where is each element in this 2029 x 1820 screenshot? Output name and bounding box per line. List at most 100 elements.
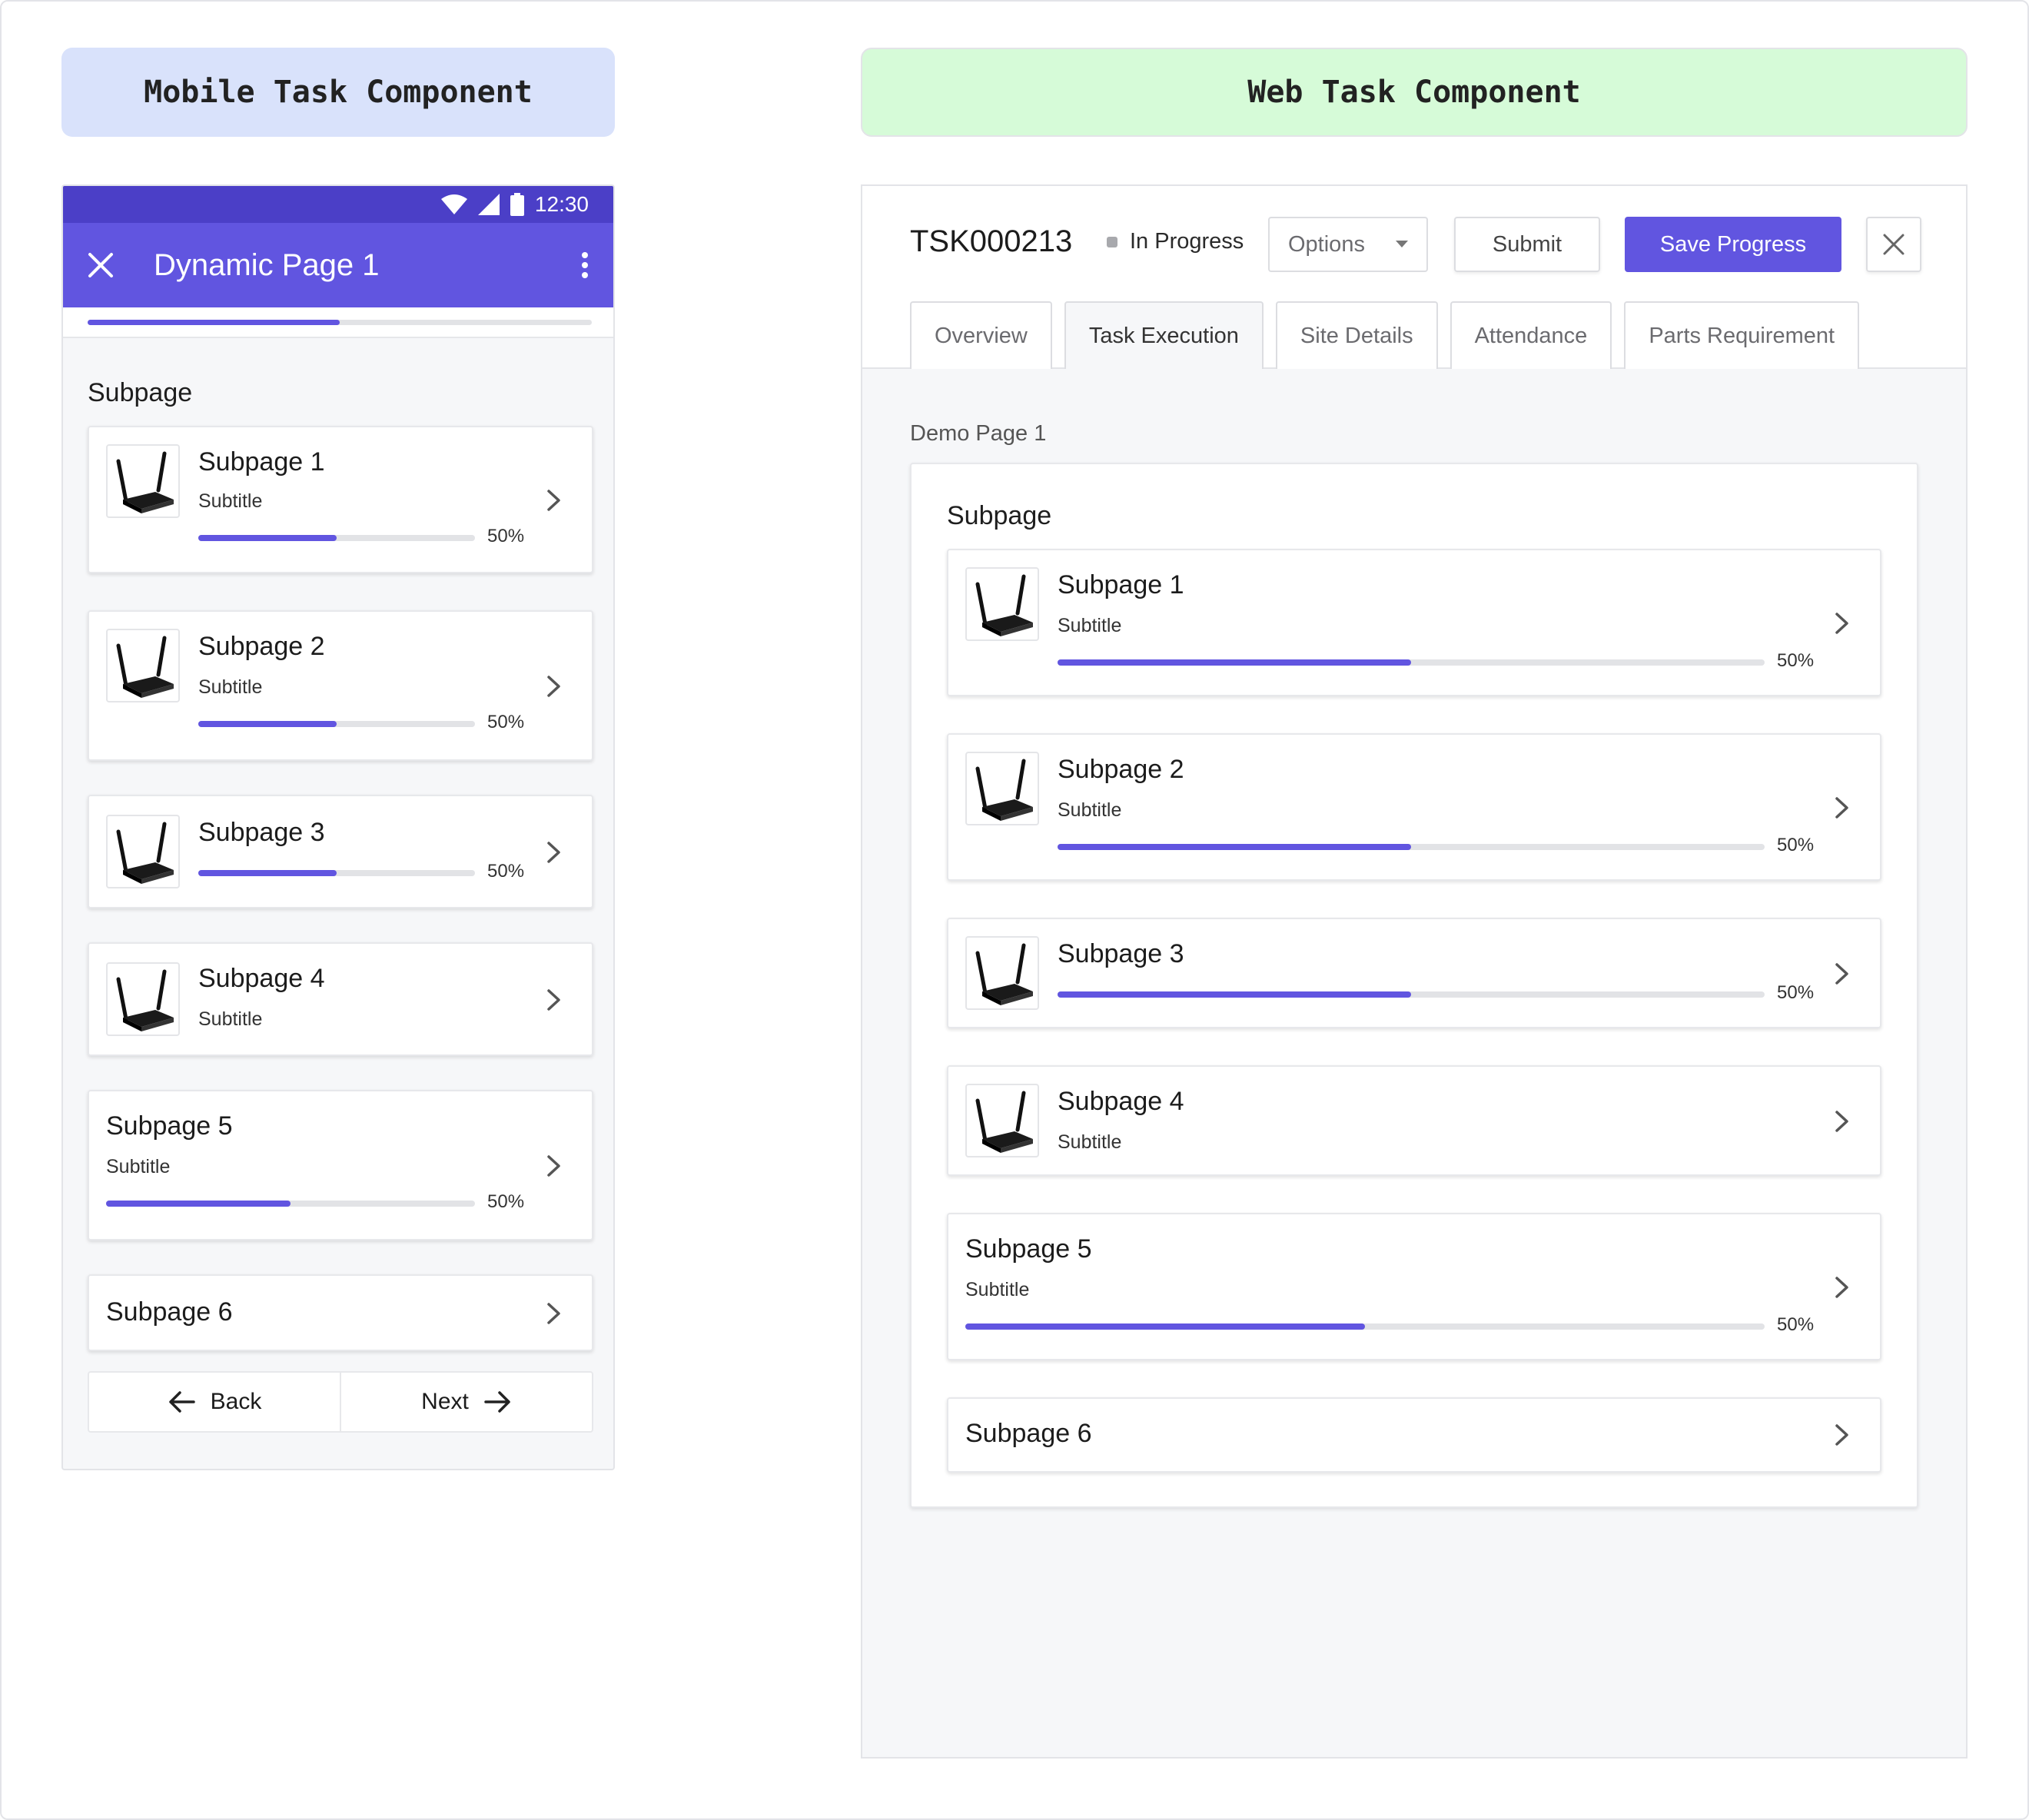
tab-parts-requirement[interactable]: Parts Requirement	[1624, 301, 1860, 369]
page-progress-track	[88, 320, 592, 325]
card-progress-track	[106, 1201, 475, 1207]
web-banner: Web Task Component	[861, 48, 1968, 137]
more-vert-icon[interactable]	[581, 251, 589, 279]
subpage-card[interactable]: Subpage 1 Subtitle 50%	[88, 426, 593, 573]
card-progress-label: 50%	[1777, 650, 1815, 671]
submit-button[interactable]: Submit	[1454, 217, 1600, 272]
subpage-card[interactable]: Subpage 1 Subtitle 50%	[947, 549, 1881, 696]
tab-task-execution[interactable]: Task Execution	[1064, 301, 1264, 369]
card-progress-fill	[1058, 991, 1411, 998]
card-progress-track	[198, 870, 475, 876]
card-progress-fill	[106, 1201, 291, 1207]
card-title: Subpage 1	[1058, 570, 1184, 599]
card-title: Subpage 4	[1058, 1087, 1184, 1116]
subpage-card[interactable]: Subpage 2 Subtitle 50%	[88, 610, 593, 761]
card-subtitle: Subtitle	[1058, 615, 1122, 636]
card-subtitle: Subtitle	[1058, 799, 1122, 821]
card-progress-label: 50%	[487, 1191, 525, 1212]
card-progress-fill	[198, 535, 337, 541]
tab-site-details[interactable]: Site Details	[1275, 301, 1438, 369]
chevron-right-icon	[1835, 613, 1848, 634]
back-button[interactable]: Back	[89, 1373, 340, 1431]
task-id: TSK000213	[910, 224, 1073, 258]
status-time: 12:30	[534, 192, 589, 216]
card-title: Subpage 4	[198, 964, 325, 993]
subpage-card[interactable]: Subpage 3 50%	[947, 918, 1881, 1028]
card-progress-track	[198, 535, 475, 541]
page-navigation: Back Next	[88, 1371, 593, 1433]
chevron-right-icon	[1835, 1277, 1848, 1298]
card-subtitle: Subtitle	[198, 676, 263, 698]
card-subtitle: Subtitle	[198, 1008, 263, 1030]
page-progress-fill	[88, 320, 340, 325]
card-progress-label: 50%	[1777, 1314, 1815, 1335]
subpage-card[interactable]: Subpage 4 Subtitle	[88, 942, 593, 1056]
card-progress-label: 50%	[487, 861, 525, 882]
card-progress-fill	[1058, 844, 1411, 850]
subpage-card[interactable]: Subpage 6	[88, 1274, 593, 1351]
chevron-right-icon	[547, 1155, 560, 1177]
options-dropdown[interactable]: Options	[1268, 217, 1428, 272]
card-progress-track	[1058, 659, 1765, 666]
task-header: TSK000213 In Progress Options Submit Sav…	[862, 186, 1966, 369]
back-label: Back	[210, 1389, 262, 1414]
card-subtitle: Subtitle	[965, 1279, 1030, 1300]
mobile-screen: 12:30 Dynamic Page 1 Subpage Subpage 1 S…	[61, 184, 615, 1470]
status-bar: 12:30	[63, 186, 613, 223]
arrow-left-icon	[168, 1391, 195, 1413]
card-progress-track	[1058, 991, 1765, 998]
card-title: Subpage 6	[965, 1419, 1092, 1448]
card-progress-fill	[198, 870, 337, 876]
save-progress-button[interactable]: Save Progress	[1625, 217, 1841, 272]
subpage-card[interactable]: Subpage 3 50%	[88, 795, 593, 908]
mobile-banner: Mobile Task Component	[61, 48, 615, 137]
close-icon[interactable]	[88, 252, 114, 278]
card-title: Subpage 5	[965, 1234, 1092, 1264]
card-subtitle: Subtitle	[198, 490, 263, 512]
chevron-right-icon	[547, 676, 560, 697]
card-progress-track	[1058, 844, 1765, 850]
router-icon	[965, 752, 1039, 825]
section-title: Subpage	[88, 378, 193, 407]
card-title: Subpage 6	[106, 1297, 233, 1327]
chevron-right-icon	[1835, 1111, 1848, 1132]
card-title: Subpage 2	[198, 632, 325, 661]
page-title: Dynamic Page 1	[154, 247, 380, 282]
card-progress-label: 50%	[487, 712, 525, 732]
tab-attendance[interactable]: Attendance	[1450, 301, 1612, 369]
wifi-icon	[440, 194, 467, 214]
subpage-panel: Subpage Subpage 1 Subtitle 50% Subpage 2…	[910, 463, 1918, 1508]
card-progress-track	[965, 1323, 1765, 1330]
app-bar: Dynamic Page 1	[63, 223, 613, 307]
tab-overview[interactable]: Overview	[910, 301, 1052, 369]
chevron-right-icon	[547, 989, 560, 1011]
router-icon	[106, 444, 180, 518]
close-button[interactable]	[1866, 217, 1921, 272]
subpage-card[interactable]: Subpage 5 Subtitle 50%	[88, 1090, 593, 1240]
router-icon	[106, 962, 180, 1036]
router-icon	[965, 567, 1039, 641]
battery-icon	[510, 193, 524, 216]
subpage-card[interactable]: Subpage 6	[947, 1397, 1881, 1473]
card-progress-fill	[1058, 659, 1411, 666]
card-progress-track	[198, 721, 475, 727]
chevron-right-icon	[1835, 1424, 1848, 1446]
subpage-card[interactable]: Subpage 4 Subtitle	[947, 1065, 1881, 1176]
chevron-right-icon	[547, 1303, 560, 1324]
subpage-card[interactable]: Subpage 2 Subtitle 50%	[947, 733, 1881, 881]
card-title: Subpage 1	[198, 447, 325, 477]
subpage-card[interactable]: Subpage 5 Subtitle 50%	[947, 1213, 1881, 1360]
page-progress	[63, 307, 613, 338]
router-icon	[965, 936, 1039, 1010]
signal-icon	[477, 194, 500, 215]
chevron-right-icon	[1835, 797, 1848, 819]
chevron-right-icon	[1835, 963, 1848, 985]
card-progress-label: 50%	[487, 526, 525, 546]
card-title: Subpage 3	[1058, 939, 1184, 968]
next-button[interactable]: Next	[340, 1373, 592, 1431]
next-label: Next	[421, 1389, 469, 1414]
chevron-right-icon	[547, 842, 560, 863]
status-badge: In Progress	[1107, 229, 1244, 254]
close-icon	[1883, 234, 1904, 255]
